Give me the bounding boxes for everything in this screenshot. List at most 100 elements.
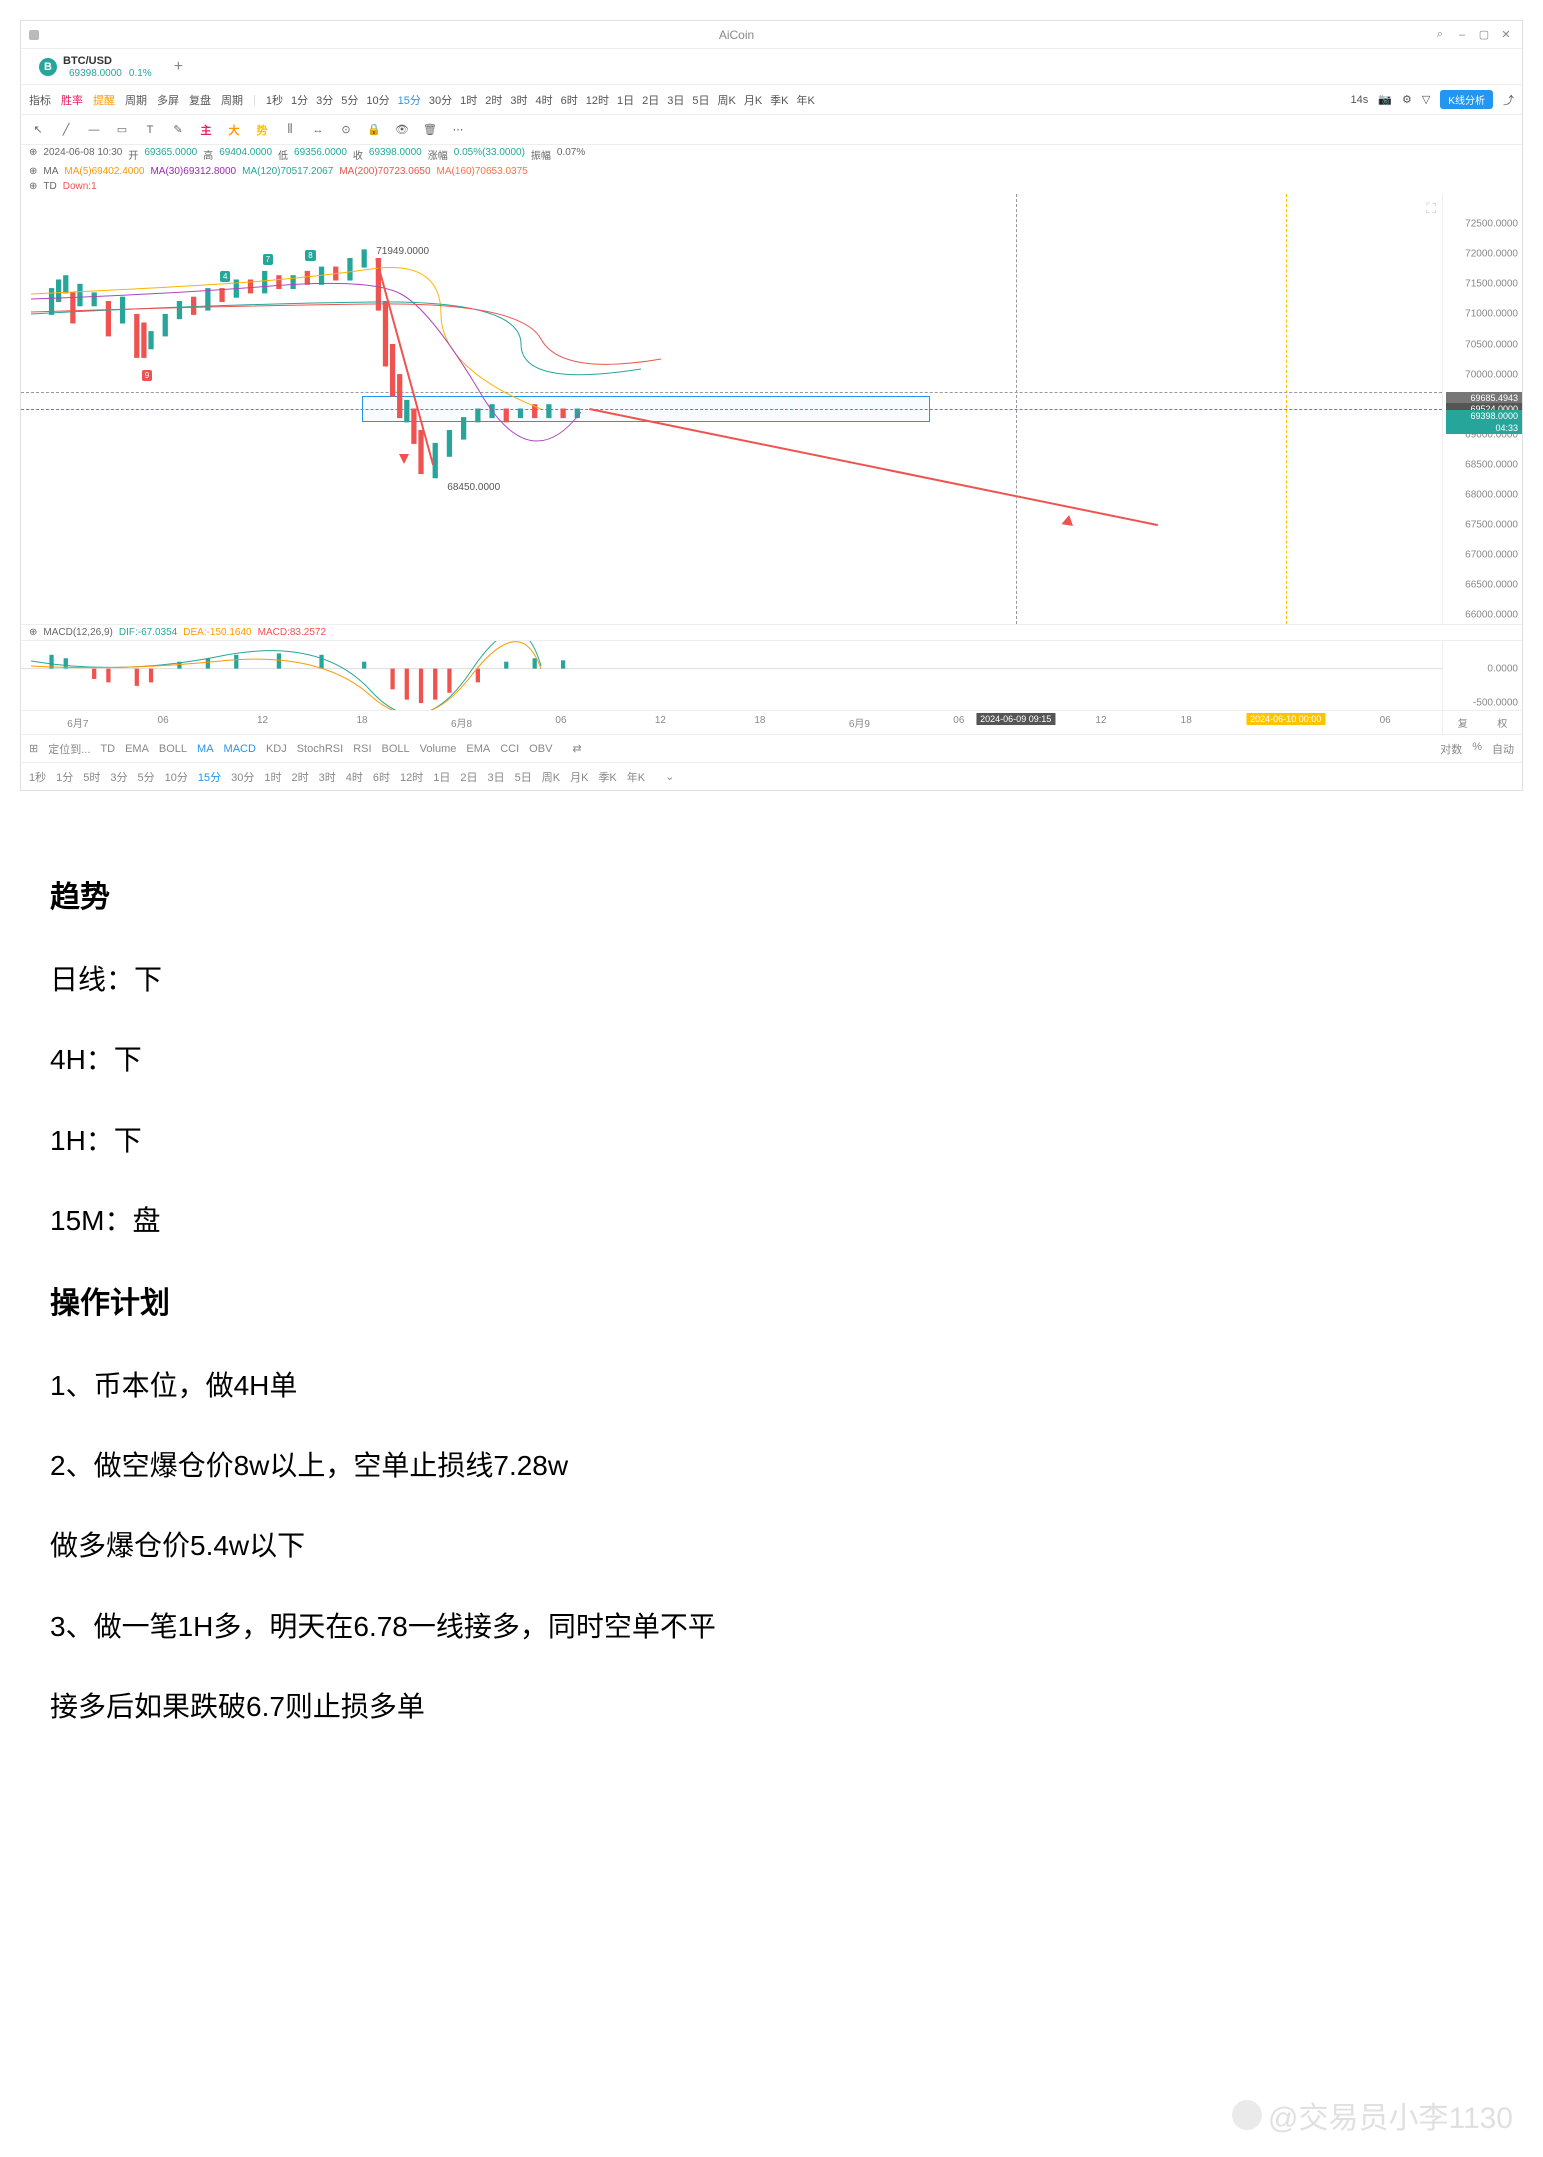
tf-15分[interactable]: 15分 [398, 95, 421, 107]
more-tool-icon[interactable]: ⋯ [449, 121, 467, 139]
indicator-KDJ[interactable]: KDJ [266, 743, 287, 755]
tf-4时[interactable]: 4时 [535, 95, 552, 107]
tf-3日[interactable]: 3日 [667, 95, 684, 107]
indicator-CCI[interactable]: CCI [500, 743, 519, 755]
tf-bottom-1秒[interactable]: 1秒 [29, 772, 46, 784]
search-icon[interactable]: ⌕ [1432, 27, 1448, 43]
auto-toggle[interactable]: 自动 [1492, 741, 1514, 757]
tf-5分[interactable]: 5分 [341, 95, 358, 107]
indicator-Volume[interactable]: Volume [420, 743, 457, 755]
indicator-MACD[interactable]: MACD [224, 743, 256, 755]
shi-label[interactable]: 势 [253, 121, 271, 139]
indicator-BOLL[interactable]: BOLL [159, 743, 187, 755]
indicator-BOLL[interactable]: BOLL [382, 743, 410, 755]
tb-indicator[interactable]: 指标 [29, 92, 51, 108]
tf-1秒[interactable]: 1秒 [266, 95, 283, 107]
tf-bottom-1时[interactable]: 1时 [264, 772, 281, 784]
tf-bottom-5分[interactable]: 5分 [138, 772, 155, 784]
tf-10分[interactable]: 10分 [366, 95, 389, 107]
indicator-TD[interactable]: TD [100, 743, 115, 755]
tb-multi[interactable]: 多屏 [157, 92, 179, 108]
symbol-tab[interactable]: B BTC/USD 69398.0000 0.1% [29, 51, 162, 83]
tf-bottom-2日[interactable]: 2日 [460, 772, 477, 784]
indicator-EMA[interactable]: EMA [125, 743, 149, 755]
tf-bottom-12时[interactable]: 12时 [400, 772, 423, 784]
tf-bottom-6时[interactable]: 6时 [373, 772, 390, 784]
tf-3时[interactable]: 3时 [510, 95, 527, 107]
close-icon[interactable]: ✕ [1498, 27, 1514, 43]
tf-2日[interactable]: 2日 [642, 95, 659, 107]
pct-toggle[interactable]: % [1472, 741, 1482, 757]
text-tool-icon[interactable]: T [141, 121, 159, 139]
da-label[interactable]: 大 [225, 121, 243, 139]
tf-bottom-3日[interactable]: 3日 [488, 772, 505, 784]
tf-1时[interactable]: 1时 [460, 95, 477, 107]
tf-季K[interactable]: 季K [770, 95, 788, 107]
fullscreen-icon[interactable]: ⛶ [1426, 200, 1436, 217]
tf-1日[interactable]: 1日 [617, 95, 634, 107]
indicator-RSI[interactable]: RSI [353, 743, 371, 755]
tf-bottom-2时[interactable]: 2时 [292, 772, 309, 784]
indicator-EMA[interactable]: EMA [466, 743, 490, 755]
tf-年K[interactable]: 年K [797, 95, 815, 107]
brush-tool-icon[interactable]: ✎ [169, 121, 187, 139]
settings-icon[interactable]: ⚙ [1402, 93, 1412, 106]
add-tab-button[interactable]: + [174, 58, 183, 76]
tf-周K[interactable]: 周K [717, 95, 735, 107]
tf-30分[interactable]: 30分 [429, 95, 452, 107]
tf-1分[interactable]: 1分 [291, 95, 308, 107]
kline-analysis-button[interactable]: K线分析 [1440, 90, 1493, 109]
lock-tool-icon[interactable]: 🔒 [365, 121, 383, 139]
tf-bottom-周K[interactable]: 周K [542, 772, 560, 784]
tf-bottom-年K[interactable]: 年K [627, 772, 645, 784]
tf-bottom-1分[interactable]: 1分 [56, 772, 73, 784]
filter-icon[interactable]: ▽ [1422, 93, 1430, 106]
camera-icon[interactable]: 📷 [1378, 93, 1392, 106]
line-tool-icon[interactable]: ╱ [57, 121, 75, 139]
tf-bottom-3时[interactable]: 3时 [319, 772, 336, 784]
tf-3分[interactable]: 3分 [316, 95, 333, 107]
price-axis[interactable]: 72500.000072000.000071500.000071000.0000… [1442, 194, 1522, 624]
indicator-StochRSI[interactable]: StochRSI [297, 743, 343, 755]
tf-bottom-15分[interactable]: 15分 [198, 772, 221, 784]
measure-tool-icon[interactable]: ↔ [309, 121, 327, 139]
zhu-label[interactable]: 主 [197, 121, 215, 139]
tf-bottom-5日[interactable]: 5日 [515, 772, 532, 784]
share-icon[interactable]: ⤴ [1503, 92, 1514, 108]
tf-bottom-30分[interactable]: 30分 [231, 772, 254, 784]
locate-button[interactable]: 定位到... [48, 741, 90, 757]
maximize-icon[interactable]: ▢ [1476, 27, 1492, 43]
ind-more-icon[interactable]: ⇄ [572, 742, 581, 755]
locate-icon[interactable]: ⊞ [29, 742, 38, 755]
tf-bottom-3分[interactable]: 3分 [110, 772, 127, 784]
main-chart[interactable]: 71949.0000 68450.0000 [21, 194, 1522, 624]
tb-period[interactable]: 周期 [125, 92, 147, 108]
tf-bottom-月K[interactable]: 月K [570, 772, 588, 784]
log-toggle[interactable]: 对数 [1440, 741, 1462, 757]
tf-expand-icon[interactable]: ⌄ [665, 770, 674, 783]
minimize-icon[interactable]: ‒ [1454, 27, 1470, 43]
tb-replay[interactable]: 复盘 [189, 92, 211, 108]
magnet-tool-icon[interactable]: ⊙ [337, 121, 355, 139]
tf-bottom-季K[interactable]: 季K [598, 772, 616, 784]
eye-tool-icon[interactable]: 👁 [393, 121, 411, 139]
hline-tool-icon[interactable]: — [85, 121, 103, 139]
tf-bottom-4时[interactable]: 4时 [346, 772, 363, 784]
tf-bottom-1日[interactable]: 1日 [433, 772, 450, 784]
tf-5日[interactable]: 5日 [692, 95, 709, 107]
time-axis[interactable]: 6月70612186月80612186月9061218062024-06-09 … [21, 710, 1522, 734]
tf-bottom-5时[interactable]: 5时 [83, 772, 100, 784]
tf-bottom-10分[interactable]: 10分 [165, 772, 188, 784]
tb-winrate[interactable]: 胜率 [61, 92, 83, 108]
tf-月K[interactable]: 月K [744, 95, 762, 107]
trash-tool-icon[interactable]: 🗑 [421, 121, 439, 139]
indicator-OBV[interactable]: OBV [529, 743, 552, 755]
quan-label[interactable]: 权 [1497, 715, 1507, 730]
tb-period2[interactable]: 周期 [221, 92, 243, 108]
tf-6时[interactable]: 6时 [561, 95, 578, 107]
cursor-tool-icon[interactable]: ↖ [29, 121, 47, 139]
fuquan-label[interactable]: 复 [1458, 715, 1468, 730]
tf-2时[interactable]: 2时 [485, 95, 502, 107]
macd-panel[interactable]: 0.0000-500.0000 [21, 640, 1522, 710]
fib-tool-icon[interactable]: ⫼ [281, 121, 299, 139]
